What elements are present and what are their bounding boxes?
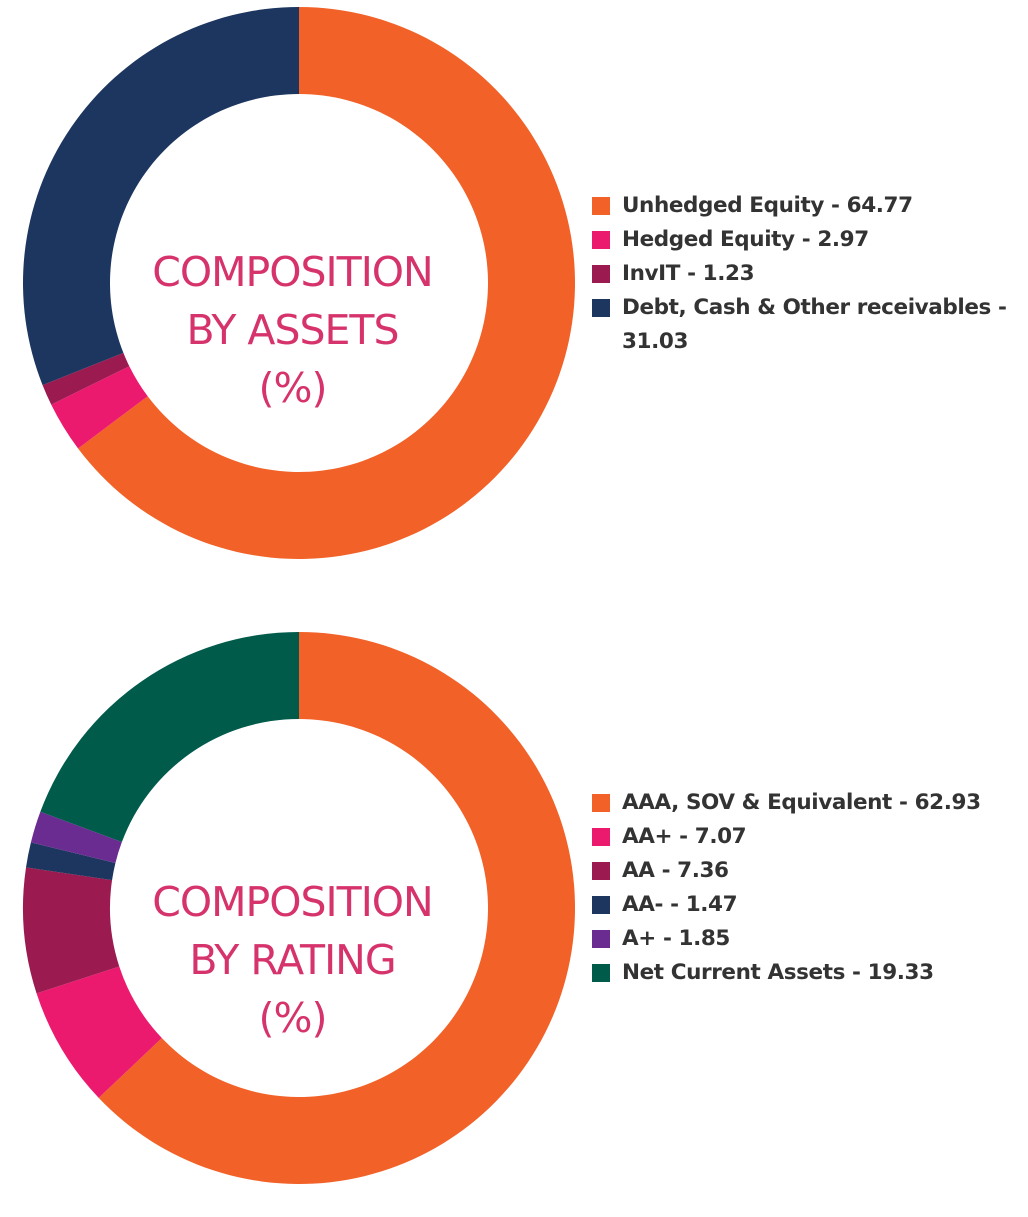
slice-aaa-sov-equivalent [98, 632, 575, 1184]
assets-title-line-2: BY ASSETS [186, 306, 399, 354]
legend-swatch [592, 828, 610, 846]
slice-debt-cash-other-receivables [22, 7, 300, 386]
slice-invit [42, 352, 130, 405]
legend-item: Debt, Cash & Other receivables - 31.03 [592, 291, 1022, 359]
legend-label: AA- - 1.47 [622, 892, 738, 917]
assets-title-line-3: (%) [258, 364, 328, 412]
legend-swatch [592, 197, 610, 215]
legend-label: A+ - 1.85 [622, 926, 730, 951]
legend-item: A+ - 1.85 [592, 922, 1022, 956]
legend-label: Net Current Assets - 19.33 [622, 960, 934, 985]
legend-swatch [592, 265, 610, 283]
legend-swatch [592, 794, 610, 812]
legend-swatch [592, 299, 610, 317]
rating-title-line-2: BY RATING [189, 936, 396, 984]
legend-swatch [592, 930, 610, 948]
slice-hedged-equity [51, 366, 148, 449]
legend-label: Hedged Equity - 2.97 [622, 227, 869, 252]
legend-item: AAA, SOV & Equivalent - 62.93 [592, 786, 1022, 820]
legend-item: Net Current Assets - 19.33 [592, 956, 1022, 990]
legend-swatch [592, 964, 610, 982]
assets-title-line-1: COMPOSITION [152, 248, 433, 296]
slice-aa [26, 842, 116, 881]
slice-net-current-assets [40, 632, 300, 843]
legend-item: AA- - 1.47 [592, 888, 1022, 922]
rating-donut [23, 632, 575, 1184]
legend-label: Unhedged Equity - 64.77 [622, 193, 913, 218]
composition-by-rating-chart: COMPOSITION BY RATING (%) AAA, SOV & Equ… [0, 625, 1028, 1205]
legend-item: AA+ - 7.07 [592, 820, 1022, 854]
slice-unhedged-equity [78, 7, 575, 559]
assets-donut [22, 7, 575, 559]
slice-aa [36, 966, 162, 1098]
legend-swatch [592, 896, 610, 914]
rating-legend: AAA, SOV & Equivalent - 62.93 AA+ - 7.07… [592, 786, 1022, 990]
legend-item: AA - 7.36 [592, 854, 1022, 888]
slice-a [30, 811, 122, 864]
assets-legend: Unhedged Equity - 64.77 Hedged Equity - … [592, 189, 1022, 359]
rating-title-line-3: (%) [258, 994, 328, 1042]
assets-center-title: COMPOSITION BY ASSETS (%) [60, 243, 525, 417]
composition-by-assets-chart: COMPOSITION BY ASSETS (%) Unhedged Equit… [0, 0, 1028, 580]
legend-label: Debt, Cash & Other receivables - 31.03 [622, 295, 1007, 354]
legend-swatch [592, 862, 610, 880]
legend-swatch [592, 231, 610, 249]
legend-item: InvIT - 1.23 [592, 257, 1022, 291]
legend-label: AAA, SOV & Equivalent - 62.93 [622, 790, 981, 815]
rating-title-line-1: COMPOSITION [152, 878, 433, 926]
legend-item: Hedged Equity - 2.97 [592, 223, 1022, 257]
slice-aa [23, 867, 120, 994]
rating-center-title: COMPOSITION BY RATING (%) [60, 873, 525, 1047]
legend-label: AA - 7.36 [622, 858, 729, 883]
legend-item: Unhedged Equity - 64.77 [592, 189, 1022, 223]
legend-label: AA+ - 7.07 [622, 824, 747, 849]
legend-label: InvIT - 1.23 [622, 261, 755, 286]
